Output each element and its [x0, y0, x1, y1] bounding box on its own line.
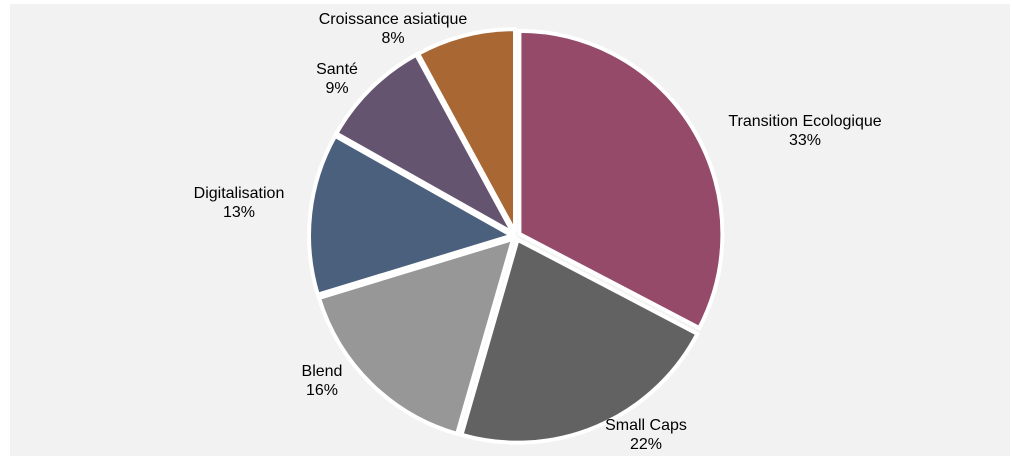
slice-percent-transition-ecologique: 33%: [789, 132, 821, 149]
slice-label-blend: Blend: [302, 363, 343, 380]
slice-percent-sante: 9%: [325, 80, 348, 97]
slice-percent-blend: 16%: [306, 382, 338, 399]
pie-slices: [309, 29, 722, 443]
slice-label-digitalisation: Digitalisation: [194, 185, 285, 202]
slice-label-transition-ecologique: Transition Ecologique: [728, 113, 881, 130]
slice-percent-digitalisation: 13%: [223, 204, 255, 221]
slice-label-croissance-asiatique: Croissance asiatique: [319, 11, 468, 28]
slice-percent-croissance-asiatique: 8%: [381, 30, 404, 47]
slice-label-sante: Santé: [316, 61, 358, 78]
slice-percent-small-caps: 22%: [630, 436, 662, 453]
slice-label-small-caps: Small Caps: [605, 417, 687, 434]
